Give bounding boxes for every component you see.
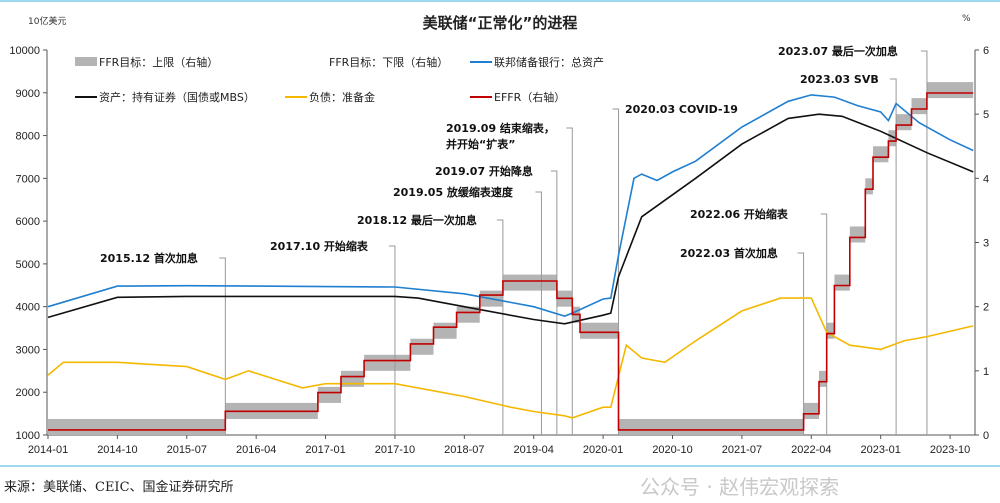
left-tick-label: 6000 (16, 216, 40, 228)
right-axis-unit: % (962, 14, 971, 24)
left-tick-label: 1000 (16, 430, 40, 442)
left-axis-unit: 10亿美元 (28, 17, 67, 27)
right-tick-label: 2 (983, 302, 989, 314)
ffr-target-band (618, 418, 804, 435)
left-tick-label: 9000 (16, 88, 40, 100)
annotation-label: 2023.03 SVB (800, 73, 879, 86)
annotation-label: 2019.07 开始降息 (435, 164, 533, 178)
top-border (0, 0, 1000, 2)
x-tick-label: 2016-04 (236, 444, 276, 456)
x-tick-label: 2017-10 (375, 444, 415, 456)
x-tick-label: 2023-10 (930, 444, 970, 456)
ffr-target-band (48, 418, 226, 435)
annotation-line (496, 219, 504, 435)
annotation-line (566, 127, 573, 435)
legend-label: 负债：准备金 (309, 90, 375, 104)
x-tick-label: 2019-04 (514, 444, 554, 456)
ffr-target-band (872, 146, 889, 163)
reserves-line (47, 297, 974, 419)
ffr-target-band (911, 98, 927, 115)
annotation-line (890, 78, 897, 435)
x-tick-label: 2015-07 (167, 444, 207, 456)
left-tick-label: 7000 (16, 173, 40, 185)
left-tick-label: 5000 (16, 259, 40, 271)
annotation-line (535, 191, 542, 435)
ffr-target-band (433, 322, 457, 339)
watermark: 公众号 · 赵伟宏观探索 (640, 475, 839, 499)
bottom-border (0, 465, 1000, 467)
x-tick-label: 2018-07 (444, 444, 484, 456)
ffr-target-band (340, 370, 365, 387)
left-tick-label: 3000 (16, 344, 40, 356)
left-tick-label: 4000 (16, 302, 40, 314)
legend-label: FFR目标：上限（右轴） (99, 55, 218, 69)
chart-title: 美联储“正常化”的进程 (422, 14, 578, 32)
annotation-line (612, 108, 620, 435)
legend-label: EFFR（右轴） (494, 90, 565, 104)
x-tick-label: 2020-01 (583, 444, 623, 456)
right-tick-label: 5 (983, 109, 989, 121)
annotation-label: 2019.05 放缓缩表速度 (393, 185, 514, 199)
ffr-target-band (926, 82, 974, 99)
left-tick-label: 8000 (16, 131, 40, 143)
x-tick-label: 2014-01 (28, 444, 68, 456)
annotation-label: 2017.10 开始缩表 (270, 239, 369, 253)
ffr-target-band (849, 226, 866, 243)
annotation-line (219, 257, 226, 435)
source-note: 来源：美联储、CEIC、国金证券研究所 (4, 480, 234, 495)
annotation-line (920, 50, 928, 435)
x-tick-label: 2022-04 (791, 444, 831, 456)
legend-swatch-ffr-upper (75, 57, 97, 66)
annotation-label: 并开始“扩表” (446, 137, 515, 151)
x-tick-label: 2023-01 (860, 444, 900, 456)
annotation-label: 2022.06 开始缩表 (690, 207, 789, 221)
x-tick-label: 2020-10 (652, 444, 692, 456)
annotation-label: 2019.09 结束缩表， (446, 121, 555, 135)
ffr-target-band (502, 274, 557, 291)
ffr-target-band (865, 178, 873, 195)
legend-label: FFR目标：下限（右轴） (329, 55, 448, 69)
ffr-target-band (819, 370, 827, 387)
ffr-target-band (317, 386, 341, 403)
x-tick-label: 2017-01 (305, 444, 345, 456)
right-tick-label: 4 (983, 173, 989, 185)
annotation-line (388, 245, 396, 435)
left-tick-label: 10000 (9, 45, 40, 57)
total-assets-line (47, 94, 974, 317)
annotation-label: 2022.03 首次加息 (680, 246, 778, 260)
effr-line (48, 92, 974, 431)
right-tick-label: 3 (983, 238, 989, 250)
right-tick-label: 1 (983, 366, 989, 378)
x-tick-label: 2014-10 (97, 444, 137, 456)
annotation-label: 2015.12 首次加息 (100, 251, 198, 265)
annotation-line (797, 252, 805, 435)
ffr-target-band (803, 402, 819, 419)
ffr-target-band (410, 338, 434, 355)
annotation-label: 2018.12 最后一次加息 (357, 213, 477, 227)
right-tick-label: 0 (983, 430, 989, 442)
annotation-label: 2020.03 COVID-19 (625, 103, 738, 116)
ffr-target-band (888, 130, 897, 147)
x-tick-label: 2021-07 (722, 444, 762, 456)
annotation-line (550, 170, 558, 435)
legend-label: 联邦储备银行：总资产 (494, 55, 604, 69)
ffr-target-band (364, 354, 411, 371)
ffr-target-band (579, 322, 619, 339)
ffr-target-band (456, 306, 480, 323)
legend-label: 资产：持有证券（国债或MBS） (99, 90, 255, 104)
securities-holdings-line (47, 113, 974, 325)
ffr-target-band (826, 322, 835, 339)
right-tick-label: 6 (983, 45, 989, 57)
left-tick-label: 2000 (16, 387, 40, 399)
ffr-target-band (834, 274, 850, 291)
ffr-target-band (896, 114, 912, 131)
annotation-label: 2023.07 最后一次加息 (778, 44, 898, 58)
